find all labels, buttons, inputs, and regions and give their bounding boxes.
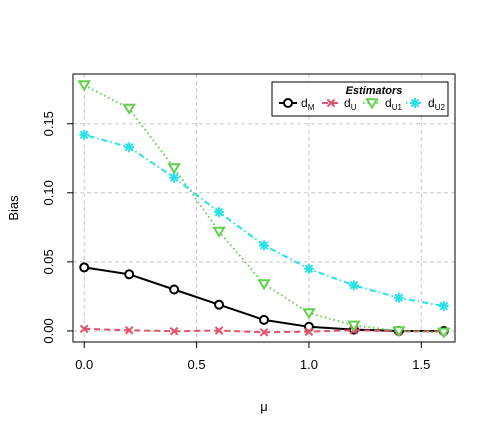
- y-tick-label-0: 0.00: [41, 318, 56, 343]
- legend-items: dM dU dU1 dU2: [279, 96, 445, 112]
- point-dU2-2: [169, 172, 180, 183]
- point-dU1-8: [436, 327, 451, 339]
- point-dU2-7: [393, 292, 404, 303]
- point-dM-3: [214, 299, 225, 310]
- x-tick-label-1: 0.5: [188, 357, 206, 372]
- legend-label-dU: dU: [344, 96, 357, 112]
- y-tick-label-1: 0.05: [41, 249, 56, 274]
- legend-item-dM: dM: [279, 96, 315, 112]
- series-dM: [79, 262, 449, 336]
- x-axis-label: μ: [260, 399, 268, 414]
- point-dU1-0: [77, 80, 92, 92]
- point-dU1-1: [122, 103, 136, 115]
- legend-item-dU2: dU2: [406, 96, 445, 112]
- series-line-dU2: [83, 133, 444, 308]
- legend-item-dU: dU: [322, 96, 357, 112]
- y-axis-label: Bias: [6, 195, 21, 221]
- axes: 0.0 0.5 1.0 1.5 0.00 0.05 0.10 0.15: [41, 111, 430, 372]
- legend-marker-dU: [326, 98, 336, 108]
- legend: Estimators dM dU dU1 dU2: [271, 81, 449, 117]
- point-dU-3: [214, 326, 224, 335]
- point-dU2-8: [438, 301, 449, 312]
- point-dU2-5: [303, 263, 314, 274]
- y-tick-label-3: 0.15: [41, 111, 56, 136]
- point-dM-2: [169, 284, 180, 295]
- series-dU1: [77, 80, 451, 339]
- x-tick-label-3: 1.5: [412, 357, 430, 372]
- point-dU1-2: [167, 163, 181, 175]
- point-dU2-4: [259, 240, 269, 251]
- point-dU-0: [79, 324, 89, 334]
- point-dU2-0: [79, 129, 90, 140]
- series-layer: [77, 80, 451, 339]
- series-line-dU1: [83, 84, 444, 334]
- point-dU1-5: [302, 308, 316, 320]
- x-tick-label-0: 0.0: [75, 357, 93, 372]
- x-tick-label-2: 1.0: [300, 357, 318, 372]
- point-dU2-6: [348, 280, 359, 291]
- legend-label-dU1: dU1: [385, 96, 402, 112]
- point-dU2-3: [214, 207, 225, 218]
- legend-label-dU2: dU2: [428, 96, 445, 112]
- point-dM-1: [124, 269, 135, 280]
- point-dU1-4: [257, 279, 271, 291]
- legend-item-dU1: dU1: [363, 96, 402, 112]
- point-dU-5: [304, 327, 314, 336]
- series-dU2: [79, 129, 449, 312]
- point-dM-0: [79, 262, 90, 273]
- legend-marker-dU1: [365, 98, 379, 110]
- plot-frame: [72, 73, 456, 343]
- legend-box: [271, 81, 449, 117]
- point-dU1-6: [347, 320, 361, 332]
- point-dU-2: [169, 326, 179, 336]
- legend-marker-dM: [283, 98, 293, 108]
- point-dU-4: [259, 328, 269, 337]
- point-dU-1: [124, 325, 134, 335]
- point-dU1-7: [392, 326, 406, 338]
- y-tick-label-2: 0.10: [41, 180, 56, 205]
- legend-title: Estimators: [346, 85, 403, 97]
- legend-label-dM: dM: [301, 96, 315, 112]
- point-dU2-1: [124, 142, 135, 153]
- point-dU1-3: [212, 226, 226, 238]
- point-dM-4: [259, 314, 269, 325]
- legend-marker-dU2: [410, 98, 420, 108]
